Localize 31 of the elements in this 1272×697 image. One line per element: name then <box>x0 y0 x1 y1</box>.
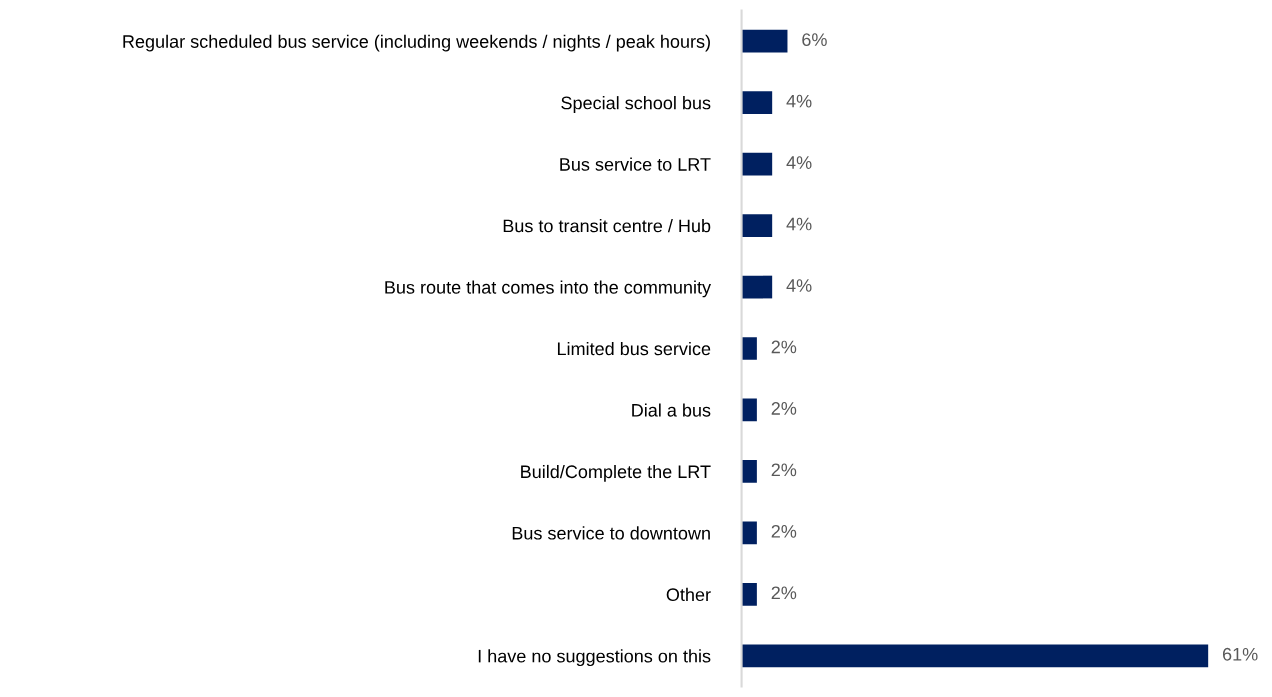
y-tick-label: Bus to transit centre / Hub <box>503 219 711 233</box>
data-label: 4% <box>786 94 812 108</box>
bar <box>741 29 788 53</box>
bar <box>741 275 773 299</box>
bar <box>741 460 757 483</box>
y-tick-label: Regular scheduled bus service (including weekends / nights / peak hours) <box>123 34 710 52</box>
y-tick-label: I have no suggestions on this <box>478 649 711 667</box>
y-tick-label: Bus service to downtown <box>512 526 710 540</box>
data-label: 2% <box>771 586 797 600</box>
bar <box>741 582 757 606</box>
data-label: 4% <box>786 279 812 292</box>
data-label: 61% <box>1222 647 1258 661</box>
y-tick-label: Dial a bus <box>632 403 711 417</box>
y-tick-label: Limited bus service <box>557 341 711 356</box>
y-tick-label: Bus service to LRT <box>560 157 711 171</box>
y-tick-label: Other <box>666 587 711 602</box>
data-label: 2% <box>771 524 797 538</box>
bar <box>741 152 773 176</box>
bar <box>741 644 1209 668</box>
data-label: 2% <box>771 402 797 415</box>
y-tick-label: Bus route that comes into the community <box>385 280 712 298</box>
data-label: 2% <box>771 463 797 477</box>
bar <box>741 91 773 115</box>
data-label: 6% <box>802 33 827 47</box>
data-label: 4% <box>786 217 812 231</box>
data-label: 2% <box>771 340 797 354</box>
bar <box>741 214 773 237</box>
y-tick-label: Build/Complete the LRT <box>521 464 711 482</box>
bar <box>741 337 757 360</box>
y-tick-label: Special school bus <box>561 96 711 113</box>
data-label: 4% <box>786 156 812 169</box>
